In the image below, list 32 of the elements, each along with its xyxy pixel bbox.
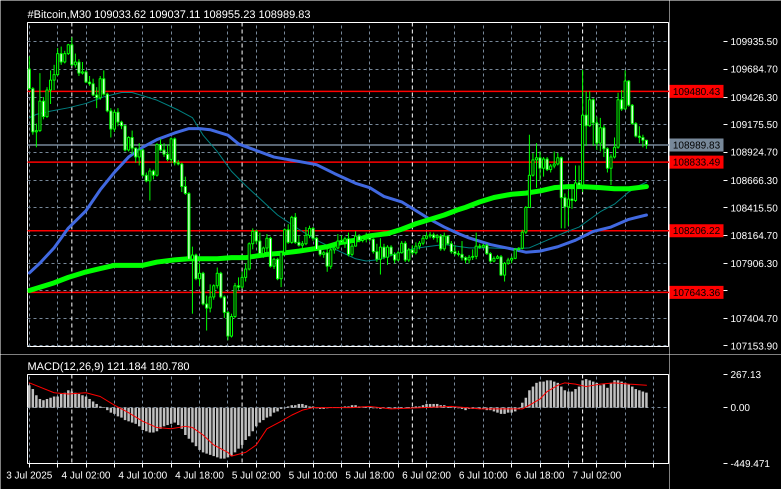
- x-tick-label: 3 Jul 2025: [6, 470, 53, 482]
- ref-line-label: 109480.43: [672, 86, 721, 98]
- y-tick-label: 108924.70: [730, 148, 778, 159]
- y-tick-label: 109684.70: [730, 64, 778, 76]
- x-tick-label: 4 Jul 10:00: [118, 470, 168, 482]
- y-tick-label: 107153.90: [730, 341, 778, 352]
- x-tick-label: 5 Jul 10:00: [288, 470, 338, 482]
- y-tick-label: 267.13: [730, 370, 762, 381]
- chart-title: #Bitcoin,M30 109033.62 109037.11 108955.23 108989.83: [28, 9, 310, 21]
- y-tick-label: 109175.50: [730, 120, 778, 132]
- x-tick-label: 7 Jul 02:00: [572, 470, 622, 482]
- x-tick-label: 5 Jul 02:00: [232, 470, 282, 482]
- ref-line-label: 107643.36: [672, 288, 721, 299]
- y-tick-label: 108666.30: [730, 176, 778, 187]
- y-tick-label: 108415.50: [730, 203, 778, 214]
- x-tick-label: 6 Jul 10:00: [458, 470, 508, 482]
- x-tick-label: 5 Jul 18:00: [345, 470, 395, 482]
- x-tick-label: 4 Jul 02:00: [62, 470, 111, 482]
- y-tick-label: 109426.30: [730, 92, 778, 104]
- y-tick-label: 109935.50: [730, 37, 778, 48]
- y-tick-label: 107404.70: [730, 314, 778, 325]
- x-tick-label: 6 Jul 18:00: [516, 470, 565, 482]
- x-tick-label: 4 Jul 18:00: [175, 470, 224, 482]
- ref-line-label: 108989.83: [672, 140, 721, 152]
- chart-title: MACD(12,26,9) 121.184 180.780: [28, 361, 190, 373]
- ref-line-label: 108833.49: [672, 158, 721, 169]
- y-tick-label: -449.471: [730, 459, 770, 470]
- y-tick-label: 107906.30: [730, 259, 778, 270]
- y-tick-label: 0.00: [730, 403, 750, 414]
- ref-line-label: 108206.22: [672, 226, 721, 238]
- y-tick-label: 108164.70: [730, 230, 778, 242]
- x-tick-label: 6 Jul 02:00: [402, 470, 452, 482]
